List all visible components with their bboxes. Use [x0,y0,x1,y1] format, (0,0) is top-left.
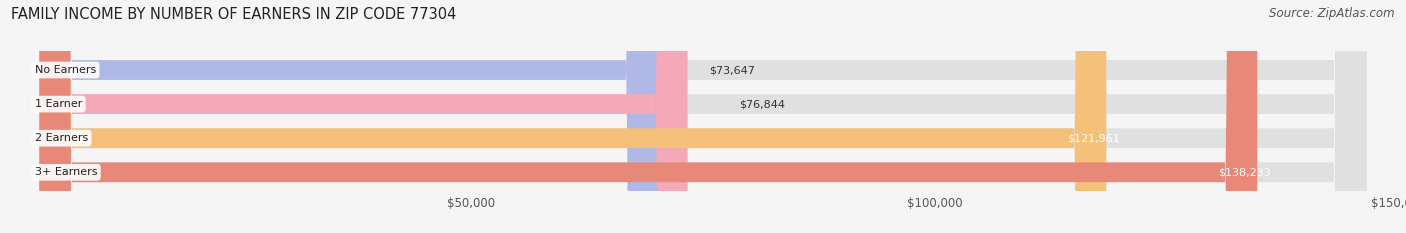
FancyBboxPatch shape [39,0,1367,233]
Text: No Earners: No Earners [35,65,96,75]
Text: $76,844: $76,844 [738,99,785,109]
Text: 3+ Earners: 3+ Earners [35,167,97,177]
Text: $121,961: $121,961 [1067,133,1121,143]
FancyBboxPatch shape [39,0,658,233]
Text: 1 Earner: 1 Earner [35,99,82,109]
FancyBboxPatch shape [39,0,1367,233]
FancyBboxPatch shape [39,0,1367,233]
FancyBboxPatch shape [39,0,1257,233]
Text: Source: ZipAtlas.com: Source: ZipAtlas.com [1270,7,1395,20]
Text: 2 Earners: 2 Earners [35,133,89,143]
FancyBboxPatch shape [39,0,688,233]
Text: $138,233: $138,233 [1219,167,1271,177]
Text: FAMILY INCOME BY NUMBER OF EARNERS IN ZIP CODE 77304: FAMILY INCOME BY NUMBER OF EARNERS IN ZI… [11,7,457,22]
FancyBboxPatch shape [39,0,1107,233]
Text: $73,647: $73,647 [709,65,755,75]
FancyBboxPatch shape [39,0,1367,233]
